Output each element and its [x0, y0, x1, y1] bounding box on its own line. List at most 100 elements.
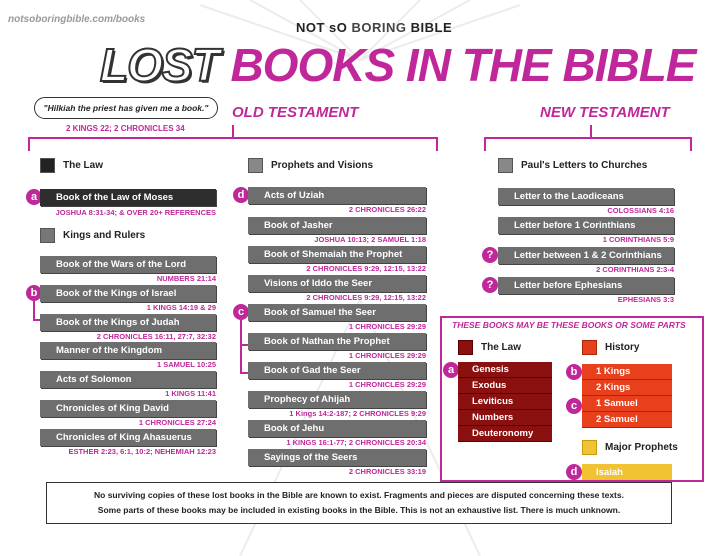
badge-b-connector — [33, 301, 35, 321]
brand-logo: NOT sO BORING BIBLE — [296, 20, 452, 35]
book-ref: 2 CHRONICLES 33:19 — [348, 467, 426, 476]
law-book: Exodus — [458, 378, 552, 394]
book-item: Acts of Uziah — [248, 187, 426, 204]
book-item: Book of Jehu — [248, 420, 426, 437]
new-testament-tick — [590, 125, 592, 137]
footer-line-2: Some parts of these books may be include… — [97, 505, 621, 515]
badge-a-small: a — [443, 362, 459, 378]
book-ref: ESTHER 2:23, 6:1, 10:2; NEHEMIAH 12:23 — [68, 447, 216, 456]
book-item: Letter before 1 Corinthians — [498, 217, 674, 234]
prophets-book: Isaiah — [582, 464, 672, 480]
quote-reference: 2 KINGS 22; 2 CHRONICLES 34 — [66, 124, 185, 133]
book-item: Book of Shemaiah the Prophet — [248, 246, 426, 263]
history-book: 2 Samuel — [582, 412, 672, 428]
book-ref: 1 Kings 14:2-187; 2 CHRONICLES 9:29 — [289, 409, 426, 418]
history-book: 1 Kings — [582, 364, 672, 380]
book-ref: 1 CORINTHIANS 5:9 — [602, 235, 674, 244]
book-ref: 1 KINGS 11:41 — [165, 389, 216, 398]
question-badge: ? — [482, 247, 498, 263]
letters-square-icon — [498, 158, 513, 173]
book-item: Manner of the Kingdom — [40, 342, 216, 359]
footer-note: No surviving copies of these lost books … — [46, 482, 672, 524]
brand-suffix: BIBLE — [406, 20, 453, 35]
book-ref: 1 CHRONICLES 29:29 — [348, 380, 426, 389]
book-item: Chronicles of King David — [40, 400, 216, 417]
book-item: Book of the Kings of Israel — [40, 285, 216, 302]
history-square-icon — [582, 340, 597, 355]
book-ref: 1 KINGS 14:19 & 29 — [146, 303, 216, 312]
book-ref: 1 SAMUEL 10:25 — [156, 360, 216, 369]
category-letters-label: Paul's Letters to Churches — [521, 160, 648, 171]
history-c-list: 1 Samuel 2 Samuel — [582, 396, 672, 428]
law-book: Genesis — [458, 362, 552, 378]
title-lost: LOST — [99, 39, 221, 91]
category-law-label: The Law — [63, 160, 104, 171]
old-testament-bracket — [28, 137, 438, 151]
question-badge: ? — [482, 277, 498, 293]
book-item: Sayings of the Seers — [248, 449, 426, 466]
book-ref: 1 CHRONICLES 29:29 — [348, 322, 426, 331]
book-ref: 1 CHRONICLES 27:24 — [138, 418, 216, 427]
book-ref: 2 CHRONICLES 9:29, 12:15, 13:22 — [306, 293, 426, 302]
badge-c-connector-end — [240, 372, 248, 374]
brand-main: BORING — [351, 20, 407, 35]
prophets-square-icon — [248, 158, 263, 173]
old-testament-label: OLD TESTAMENT — [232, 104, 359, 121]
badge-a: a — [26, 189, 42, 205]
law-book: Numbers — [458, 410, 552, 426]
category-prophets: Prophets and Visions — [248, 158, 373, 173]
prophets-yellow-square-icon — [582, 440, 597, 455]
badge-d-small: d — [566, 464, 582, 480]
book-item: Visions of Iddo the Seer — [248, 275, 426, 292]
book-ref: 2 CHRONICLES 26:22 — [348, 205, 426, 214]
may-prophets-label: Major Prophets — [605, 442, 678, 453]
new-testament-label: NEW TESTAMENT — [540, 104, 670, 121]
book-ref: 1 CHRONICLES 29:29 — [348, 351, 426, 360]
law-book: Deuteronomy — [458, 426, 552, 442]
law-square-icon — [40, 158, 55, 173]
book-item: Book of the Wars of the Lord — [40, 256, 216, 273]
badge-c-connector — [240, 320, 242, 374]
page-title: LOST BOOKS IN THE BIBLE — [99, 39, 696, 91]
category-law: The Law — [40, 158, 103, 173]
book-ref: NUMBERS 21:14 — [156, 274, 216, 283]
book-ref: 2 CHRONICLES 16:11, 27:7, 32:32 — [96, 332, 216, 341]
category-kings-label: Kings and Rulers — [63, 230, 146, 241]
may-history-category: History — [582, 340, 639, 355]
law-books-list: Genesis Exodus Leviticus Numbers Deutero… — [458, 362, 552, 442]
may-law-category: The Law — [458, 340, 521, 355]
book-ref: EPHESIANS 3:3 — [617, 295, 674, 304]
book-item: Letter between 1 & 2 Corinthians — [498, 247, 674, 264]
book-item: Book of the Kings of Judah — [40, 314, 216, 331]
kings-square-icon — [40, 228, 55, 243]
ref-law-of-moses: JOSHUA 8:31-34; & OVER 20+ REFERENCES — [55, 208, 216, 217]
category-pauls-letters: Paul's Letters to Churches — [498, 158, 647, 173]
history-book: 2 Kings — [582, 380, 672, 396]
book-item: Book of Gad the Seer — [248, 362, 426, 379]
badge-b: b — [26, 285, 42, 301]
book-ref: COLOSSIANS 4:16 — [607, 206, 674, 215]
badge-b-small: b — [566, 364, 582, 380]
history-book: 1 Samuel — [582, 396, 672, 412]
book-ref: 1 KINGS 16:1-77; 2 CHRONICLES 20:34 — [286, 438, 426, 447]
old-testament-tick — [232, 125, 234, 137]
badge-d: d — [233, 187, 249, 203]
book-item: Book of Jasher — [248, 217, 426, 234]
footer-line-1: No surviving copies of these lost books … — [94, 490, 624, 500]
may-law-label: The Law — [481, 342, 522, 353]
book-item: Prophecy of Ahijah — [248, 391, 426, 408]
new-testament-bracket — [484, 137, 692, 151]
badge-c-small: c — [566, 398, 582, 414]
book-item: Letter to the Laodiceans — [498, 188, 674, 205]
book-item: Book of Nathan the Prophet — [248, 333, 426, 350]
book-law-of-moses: Book of the Law of Moses — [40, 189, 216, 206]
may-be-title: THESE BOOKS MAY BE THESE BOOKS OR SOME P… — [452, 320, 686, 330]
book-item: Acts of Solomon — [40, 371, 216, 388]
book-ref: 2 CHRONICLES 9:29, 12:15, 13:22 — [306, 264, 426, 273]
category-kings: Kings and Rulers — [40, 228, 145, 243]
badge-b-connector-end — [33, 319, 41, 321]
quote-bubble: "Hilkiah the priest has given me a book.… — [34, 97, 218, 119]
law-red-square-icon — [458, 340, 473, 355]
book-item: Chronicles of King Ahasuerus — [40, 429, 216, 446]
book-item: Letter before Ephesians — [498, 277, 674, 294]
